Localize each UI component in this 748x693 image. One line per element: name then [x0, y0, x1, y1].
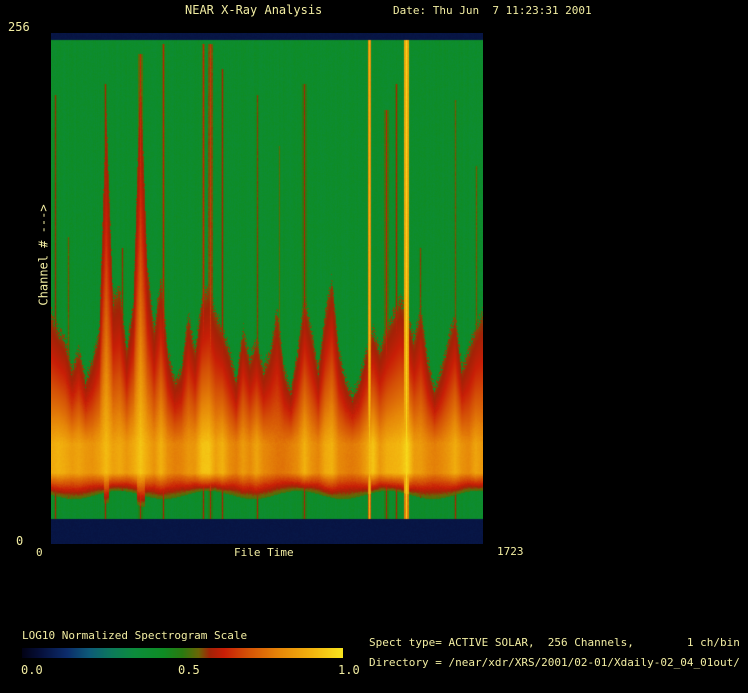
colorbar-gradient — [22, 648, 343, 658]
y-axis-tick-min: 0 — [16, 534, 24, 548]
spect-type-info: Spect type= ACTIVE SOLAR, 256 Channels, … — [369, 636, 740, 649]
x-axis-tick-max: 1723 — [497, 545, 524, 558]
y-axis-label: Channel # ---> — [36, 204, 51, 306]
page-title: NEAR X-Ray Analysis — [185, 3, 323, 17]
x-axis-label: File Time — [234, 546, 294, 559]
colorbar-tick-mid: 0.5 — [178, 663, 200, 677]
x-axis-tick-min: 0 — [36, 546, 43, 559]
colorbar-tick-min: 0.0 — [21, 663, 43, 677]
colorbar-tick-max: 1.0 — [338, 663, 360, 677]
y-axis-tick-max: 256 — [8, 20, 30, 34]
colorbar-title: LOG10 Normalized Spectrogram Scale — [22, 629, 248, 642]
header-date: Date: Thu Jun 7 11:23:31 2001 — [393, 4, 592, 17]
spectrogram-image — [51, 33, 483, 544]
directory-info: Directory = /near/xdr/XRS/2001/02-01/Xda… — [369, 656, 740, 669]
